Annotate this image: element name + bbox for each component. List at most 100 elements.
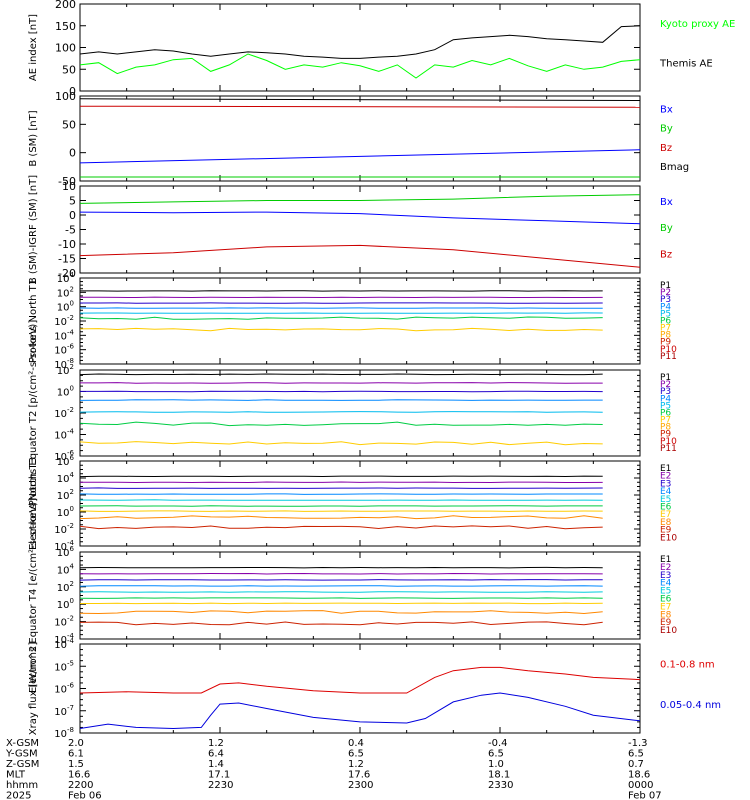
y-tick-label: 106 bbox=[57, 454, 75, 468]
channel-line-5 bbox=[79, 591, 603, 593]
series-line-2 bbox=[79, 25, 641, 59]
series-line-3 bbox=[79, 244, 641, 268]
legend-label: P8 bbox=[660, 331, 671, 341]
y-axis-label: Protons Equator T2 [p/(cm²-s-sr-keV)] bbox=[28, 320, 39, 507]
x-axis-row-label: Y-GSM bbox=[5, 749, 38, 760]
panel-frame bbox=[79, 460, 641, 547]
y-tick-label: 10-2 bbox=[54, 615, 74, 629]
x-axis-value: 0.7 bbox=[628, 759, 644, 770]
legend-label: Kyoto proxy AE bbox=[660, 19, 735, 30]
channel-line-5 bbox=[79, 499, 603, 501]
channel-line-7 bbox=[79, 510, 603, 512]
y-tick-label: 10-6 bbox=[54, 449, 74, 463]
panel-7: 106 104 102 100 10-2 10-4 Electrons Equator T4… bbox=[28, 498, 677, 693]
legend-label: E2 bbox=[660, 563, 671, 573]
y-tick-label: -20 bbox=[58, 267, 76, 280]
y-tick-label: -10 bbox=[58, 238, 76, 251]
legend-label: Bx bbox=[660, 104, 673, 115]
series-line-2 bbox=[79, 692, 641, 730]
legend-label: E3 bbox=[660, 571, 671, 581]
y-tick-label: -5 bbox=[65, 224, 76, 237]
channel-line-3 bbox=[79, 487, 603, 489]
legend-label: P2 bbox=[660, 380, 671, 390]
channel-line-4 bbox=[79, 399, 603, 401]
series-line-1 bbox=[79, 53, 641, 79]
y-tick-label: 10 bbox=[62, 180, 76, 193]
legend-label: E10 bbox=[660, 626, 677, 636]
legend-label: P11 bbox=[660, 352, 677, 362]
channel-line-8 bbox=[79, 610, 603, 615]
series-line-2 bbox=[79, 105, 641, 108]
channel-line-7 bbox=[80, 602, 603, 605]
x-axis-value: 6.1 bbox=[68, 749, 84, 760]
y-axis-label: Xray flux [W/m^2] bbox=[28, 642, 39, 736]
legend-label: P4 bbox=[660, 394, 671, 404]
x-axis-value: 6.4 bbox=[208, 749, 224, 760]
legend-label: E1 bbox=[660, 464, 671, 474]
legend-label: By bbox=[660, 124, 673, 135]
legend-label: P11 bbox=[660, 444, 677, 454]
x-axis-value: 0.4 bbox=[348, 738, 364, 749]
y-axis-label: B (SM) [nT] bbox=[28, 110, 39, 166]
y-tick-label: 104 bbox=[57, 562, 75, 576]
channel-line-6 bbox=[79, 316, 603, 320]
y-tick-label: 10-4 bbox=[54, 637, 74, 651]
legend-label: E7 bbox=[660, 510, 671, 520]
legend-label: P10 bbox=[660, 345, 677, 355]
x-axis-value: 1.0 bbox=[488, 759, 504, 770]
channel-line-1 bbox=[79, 373, 603, 376]
series-line-1 bbox=[79, 194, 641, 204]
legend-label: P8 bbox=[660, 423, 671, 433]
y-tick-label: 100 bbox=[57, 385, 74, 399]
y-tick-label: 0 bbox=[69, 209, 76, 222]
x-axis-value: 1.4 bbox=[208, 759, 224, 770]
channel-line-2 bbox=[79, 481, 603, 484]
y-tick-label: 10-4 bbox=[54, 428, 74, 442]
legend-label: E8 bbox=[660, 518, 672, 528]
legend-label: E5 bbox=[660, 495, 671, 505]
x-axis-value: 17.6 bbox=[348, 770, 370, 781]
legend-label: E8 bbox=[660, 610, 672, 620]
legend-label: P9 bbox=[660, 430, 671, 440]
y-tick-label: 200 bbox=[55, 0, 76, 11]
y-tick-label: -50 bbox=[58, 175, 76, 188]
x-axis-value: 2330 bbox=[488, 780, 513, 791]
channel-line-4 bbox=[79, 493, 603, 495]
legend-label: P5 bbox=[660, 309, 671, 319]
y-tick-label: 10-6 bbox=[54, 682, 74, 696]
y-tick-label: 10-8 bbox=[54, 726, 74, 740]
y-tick-label: 10-2 bbox=[54, 314, 74, 328]
legend-label: E4 bbox=[660, 487, 672, 497]
panel-frame bbox=[79, 643, 641, 734]
legend-label: E1 bbox=[660, 555, 671, 565]
channel-line-2 bbox=[80, 382, 603, 384]
legend-label: Themis AE bbox=[659, 59, 713, 70]
y-tick-label: 10-5 bbox=[54, 659, 74, 673]
y-tick-label: 100 bbox=[57, 300, 74, 314]
x-axis-row-label: X-GSM bbox=[6, 738, 39, 749]
channel-line-3 bbox=[79, 579, 603, 581]
legend-label: P7 bbox=[660, 416, 671, 426]
y-tick-label: 100 bbox=[57, 505, 74, 519]
legend-label: E6 bbox=[660, 503, 672, 513]
legend-label: P6 bbox=[660, 408, 671, 418]
x-axis-value: 1.2 bbox=[348, 759, 364, 770]
channel-line-6 bbox=[79, 597, 603, 599]
channel-line-7 bbox=[79, 441, 603, 446]
channel-line-9 bbox=[79, 621, 603, 626]
y-tick-label: 102 bbox=[57, 363, 74, 377]
y-tick-label: 10-7 bbox=[54, 704, 74, 718]
y-tick-label: 102 bbox=[57, 488, 74, 502]
y-tick-label: 10-4 bbox=[54, 328, 74, 342]
y-tick-label: 104 bbox=[57, 271, 75, 285]
legend-label: 0.05-0.4 nm bbox=[660, 700, 721, 711]
legend-label: P1 bbox=[660, 281, 671, 291]
panel-1: 200 150 100 50 0 AE index [nT] Kyoto proxy AE T… bbox=[28, 0, 735, 98]
y-tick-label: 10-4 bbox=[54, 539, 74, 553]
panel-8: 10-4 10-5 10-6 10-7 10-8 Xray flux [W/m^2] 0.1… bbox=[28, 637, 721, 740]
channel-line-3 bbox=[80, 390, 603, 393]
channel-line-6 bbox=[79, 421, 603, 427]
y-tick-label: 100 bbox=[55, 42, 76, 55]
